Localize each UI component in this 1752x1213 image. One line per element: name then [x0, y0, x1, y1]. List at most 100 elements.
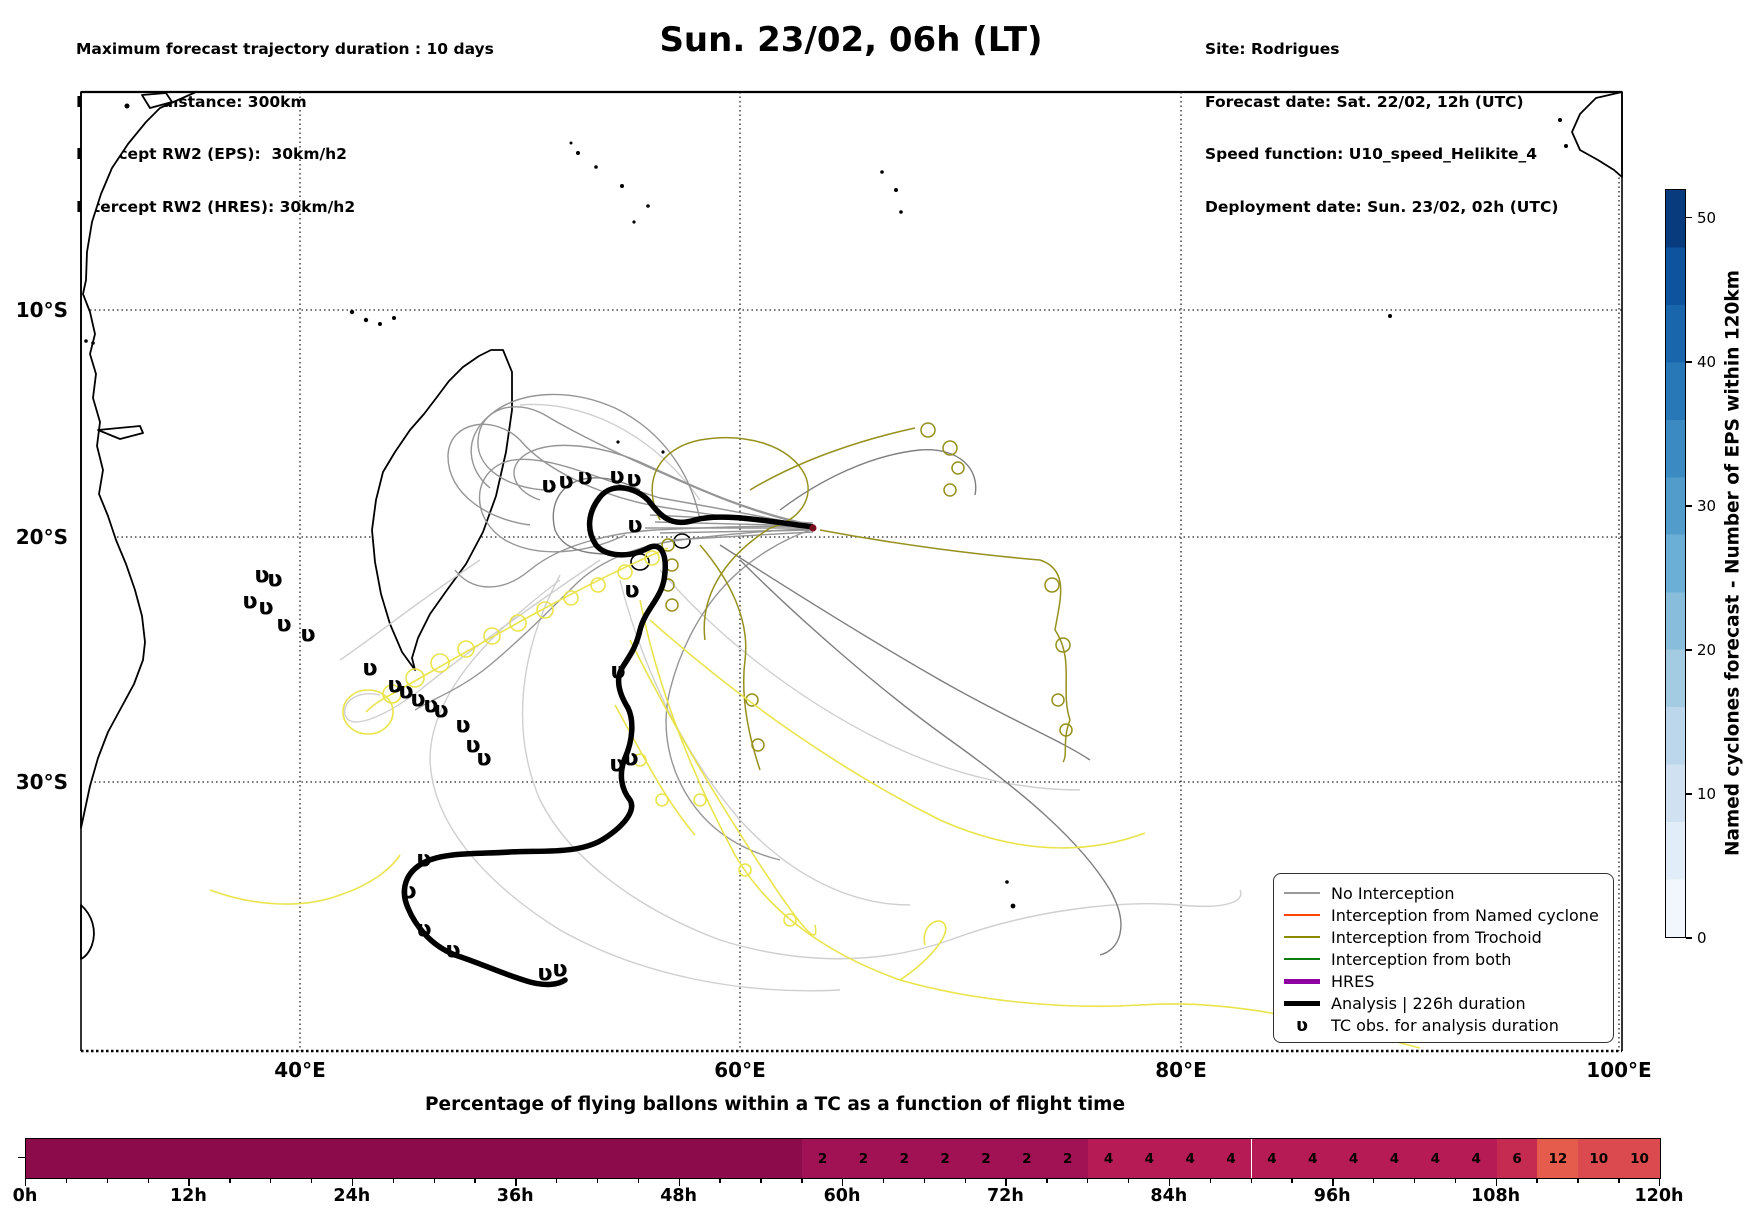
y-axis-tick-label: 10°S [15, 298, 68, 322]
strip-minor-tick [392, 1178, 395, 1183]
tc-obs-marker: ʋ [609, 751, 625, 778]
strip-tick-label: 0h [12, 1186, 38, 1206]
tc-obs-marker: ʋ [455, 712, 471, 739]
strip-major-tick [1168, 1178, 1171, 1186]
strip-cell-value: 2 [899, 1150, 909, 1167]
strip-major-tick [678, 1178, 680, 1186]
tc-obs-marker: ʋ [254, 562, 270, 589]
legend-item: Analysis | 226h duration [1284, 992, 1603, 1014]
strip-major-tick [1005, 1178, 1007, 1186]
colorbar [1665, 189, 1686, 938]
strip-cell-value: 4 [1471, 1150, 1481, 1167]
legend-line-icon [1284, 936, 1320, 939]
africa-coast [80, 91, 197, 829]
strip-minor-tick [801, 1178, 803, 1183]
strip-chart: 2 2 2 2 2 2 2 4 4 4 4 4 4 4 4 4 4 6 12 10 10 [25, 1138, 1661, 1179]
strip-cell: 2 [965, 1139, 1007, 1178]
trajectories-trochoid-olive [651, 422, 1073, 771]
legend-item-label: Interception from Trochoid [1331, 927, 1542, 947]
page-title: Sun. 23/02, 06h (LT) [659, 20, 1043, 60]
strip-cell-value: 4 [1348, 1150, 1359, 1167]
map-legend: No Interception Interception from Named c… [1273, 873, 1614, 1043]
colorbar-tick [1686, 937, 1692, 939]
strip-tick-label: 96h [1313, 1186, 1351, 1206]
legend-item-label: HRES [1331, 971, 1375, 991]
strip-chart-title: Percentage of flying ballons within a TC… [424, 1094, 1126, 1115]
colorbar-tick [1686, 505, 1692, 507]
tc-obs-marker: ʋ [476, 745, 492, 772]
strip-cell: 4 [1169, 1139, 1211, 1178]
strip-cell: 10 [1578, 1139, 1620, 1178]
strip-tick-label: 72h [986, 1186, 1024, 1206]
colorbar-tick-label: 0 [1697, 929, 1707, 947]
tc-obs-marker: ʋ [423, 692, 439, 719]
strip-minor-tick [474, 1178, 476, 1183]
strip-cell: 6 [1496, 1139, 1538, 1178]
strip-cell-value: 10 [1630, 1150, 1649, 1167]
tc-obs-marker: ʋ [558, 468, 574, 495]
strip-cell: 4 [1088, 1139, 1129, 1178]
tc-obs-marker: ʋ [609, 463, 625, 490]
x-axis-tick-label: 60°E [714, 1058, 766, 1082]
strip-minor-tick [1127, 1178, 1130, 1183]
tc-obs-marker: ʋ [401, 878, 417, 905]
strip-minor-tick [1087, 1178, 1089, 1183]
strip-ytick [18, 1157, 25, 1159]
strip-cell-value: 4 [1267, 1150, 1277, 1167]
strip-major-tick [1495, 1178, 1497, 1186]
zanzibar-island [97, 425, 144, 440]
south-africa-coast [80, 904, 95, 960]
tc-obs-marker: ʋ [552, 956, 568, 983]
legend-item: Interception from Trochoid [1284, 926, 1603, 948]
strip-cell-value: 4 [1430, 1150, 1441, 1167]
strip-tick-label: 12h [169, 1186, 207, 1206]
map-frame [80, 90, 1623, 1053]
strip-tick-label: 120h [1634, 1186, 1684, 1206]
strip-minor-tick [1373, 1178, 1375, 1183]
strip-minor-tick [1209, 1178, 1212, 1183]
strip-cell-value: 12 [1548, 1150, 1568, 1167]
strip-cell: 2 [1047, 1139, 1089, 1178]
x-axis-tick-label: 100°E [1586, 1058, 1652, 1082]
info-line: Speed function: U10_speed_Helikite_4 [1205, 145, 1538, 163]
strip-major-tick [515, 1178, 517, 1186]
strip-minor-tick [147, 1178, 149, 1183]
tc-obs-marker: ʋ [258, 594, 274, 621]
tc-obs-marker: ʋ [445, 937, 461, 964]
strip-cell: 12 [1537, 1139, 1579, 1178]
strip-cell-value: 4 [1185, 1150, 1195, 1167]
strip-cell: 2 [883, 1139, 925, 1178]
strip-major-tick [1332, 1178, 1334, 1186]
trajectories-light-gray [339, 403, 1242, 992]
socotra-islands [141, 92, 173, 109]
legend-line [1284, 978, 1320, 984]
info-line: Deployment date: Sun. 23/02, 02h (UTC) [1205, 197, 1559, 216]
legend-item-label: No Interception [1331, 883, 1455, 903]
tc-obs-marker: ʋ [410, 686, 426, 713]
strip-cell: 2 [1006, 1139, 1048, 1178]
tc-obs-marker: ʋ [577, 464, 593, 491]
tc-obs-marker: ʋ [362, 655, 378, 682]
colorbar-tick-label: 20 [1697, 640, 1717, 659]
strip-cell-value: 6 [1512, 1150, 1522, 1167]
strip-cell: 2 [924, 1139, 966, 1178]
tc-obs-marker: ʋ [624, 577, 640, 604]
tc-obs-marker: ʋ [242, 588, 258, 615]
colorbar-tick [1686, 361, 1692, 363]
strip-tick-label: 24h [333, 1186, 371, 1206]
tc-obs-marker: ʋ [626, 466, 642, 493]
strip-cell-value: 4 [1144, 1150, 1155, 1167]
legend-item: ʋ TC obs. for analysis duration [1284, 1015, 1603, 1037]
info-line: Site: Rodrigues [1205, 40, 1340, 58]
tc-obs-marker: ʋ [541, 472, 557, 499]
tc-obs-marker: ʋ [416, 916, 432, 943]
tc-obs-marker: ʋ [465, 732, 481, 759]
strip-major-tick [351, 1178, 354, 1186]
legend-item: Interception from both [1284, 948, 1603, 970]
strip-minor-tick [65, 1178, 68, 1183]
legend-line [1284, 914, 1320, 917]
legend-line [1284, 958, 1320, 961]
tc-obs-marker: ʋ [276, 611, 292, 638]
